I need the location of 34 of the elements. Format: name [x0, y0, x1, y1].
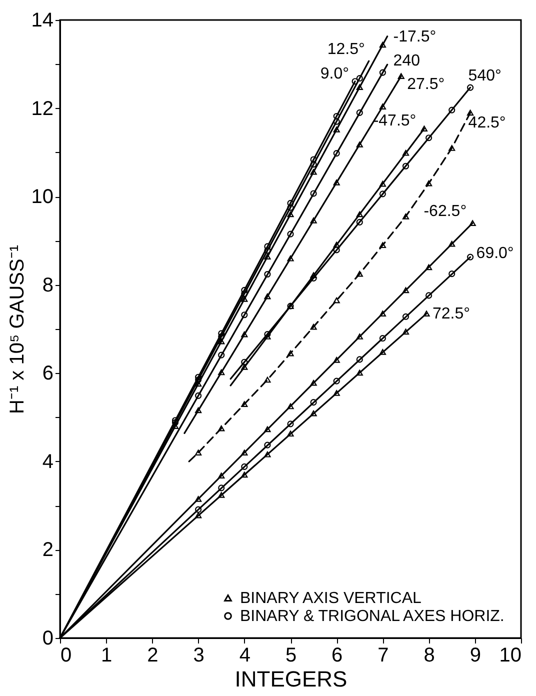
x-tick-label: 6: [332, 644, 343, 666]
series-label: 9.0°: [320, 65, 350, 82]
x-tick-label: 4: [239, 644, 250, 666]
y-tick-label: 6: [42, 362, 54, 385]
x-tick-label: 7: [378, 644, 389, 666]
series-label: 72.5°: [432, 306, 470, 323]
x-tick-label: 10: [499, 644, 522, 666]
y-tick-label: 8: [42, 274, 54, 296]
series-label: 69.0°: [476, 245, 514, 262]
y-tick-label: 14: [31, 10, 54, 32]
x-tick-label: 9: [470, 644, 481, 666]
x-tick-label: 2: [147, 644, 158, 666]
x-tick-label: 0: [60, 644, 72, 666]
y-tick-label: 2: [42, 539, 54, 562]
series-label: -62.5°: [424, 203, 467, 220]
y-tick-label: 10: [31, 186, 54, 208]
legend-label: BINARY & TRIGONAL AXES HORIZ.: [240, 608, 504, 625]
x-tick-label: 3: [193, 644, 204, 666]
y-tick-label: 12: [31, 98, 54, 120]
x-tick-label: 1: [101, 644, 112, 666]
y-tick-label: 4: [42, 450, 54, 473]
series-label: 27.5°: [407, 76, 445, 94]
y-axis-title: H⁻¹ x 10⁵ GAUSS⁻¹: [6, 244, 28, 414]
series-label: -47.5°: [373, 112, 416, 130]
series-label: -17.5°: [393, 28, 436, 46]
series-label: 42.5°: [468, 114, 506, 132]
y-tick-label: 0: [42, 628, 54, 650]
x-tick-label: 5: [285, 644, 297, 666]
legend-label: BINARY AXIS VERTICAL: [240, 590, 422, 607]
series-label: 12.5°: [327, 41, 365, 58]
x-tick-label: 8: [424, 644, 435, 666]
series-label: 540°: [468, 68, 502, 85]
x-axis-title: INTEGERS: [234, 666, 348, 692]
series-label: 240: [393, 52, 420, 70]
